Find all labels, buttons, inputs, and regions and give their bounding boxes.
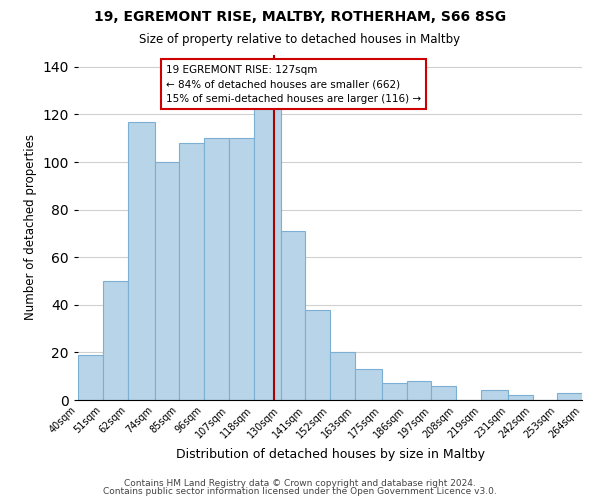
Bar bbox=[179, 143, 204, 400]
Bar bbox=[103, 281, 128, 400]
Bar bbox=[254, 84, 281, 400]
Bar bbox=[204, 138, 229, 400]
Bar bbox=[407, 381, 431, 400]
Text: Contains HM Land Registry data © Crown copyright and database right 2024.: Contains HM Land Registry data © Crown c… bbox=[124, 478, 476, 488]
Bar bbox=[431, 386, 456, 400]
Bar bbox=[155, 162, 179, 400]
Bar bbox=[355, 369, 382, 400]
Bar bbox=[382, 384, 407, 400]
Text: Size of property relative to detached houses in Maltby: Size of property relative to detached ho… bbox=[139, 32, 461, 46]
Bar bbox=[481, 390, 508, 400]
Bar bbox=[229, 138, 254, 400]
Text: 19 EGREMONT RISE: 127sqm
← 84% of detached houses are smaller (662)
15% of semi-: 19 EGREMONT RISE: 127sqm ← 84% of detach… bbox=[166, 64, 421, 104]
Y-axis label: Number of detached properties: Number of detached properties bbox=[24, 134, 37, 320]
Bar bbox=[330, 352, 355, 400]
X-axis label: Distribution of detached houses by size in Maltby: Distribution of detached houses by size … bbox=[176, 448, 485, 461]
Bar bbox=[557, 393, 582, 400]
Text: 19, EGREMONT RISE, MALTBY, ROTHERHAM, S66 8SG: 19, EGREMONT RISE, MALTBY, ROTHERHAM, S6… bbox=[94, 10, 506, 24]
Bar bbox=[281, 231, 305, 400]
Text: Contains public sector information licensed under the Open Government Licence v3: Contains public sector information licen… bbox=[103, 487, 497, 496]
Bar bbox=[305, 310, 330, 400]
Bar bbox=[78, 355, 103, 400]
Bar bbox=[128, 122, 155, 400]
Bar bbox=[508, 395, 533, 400]
